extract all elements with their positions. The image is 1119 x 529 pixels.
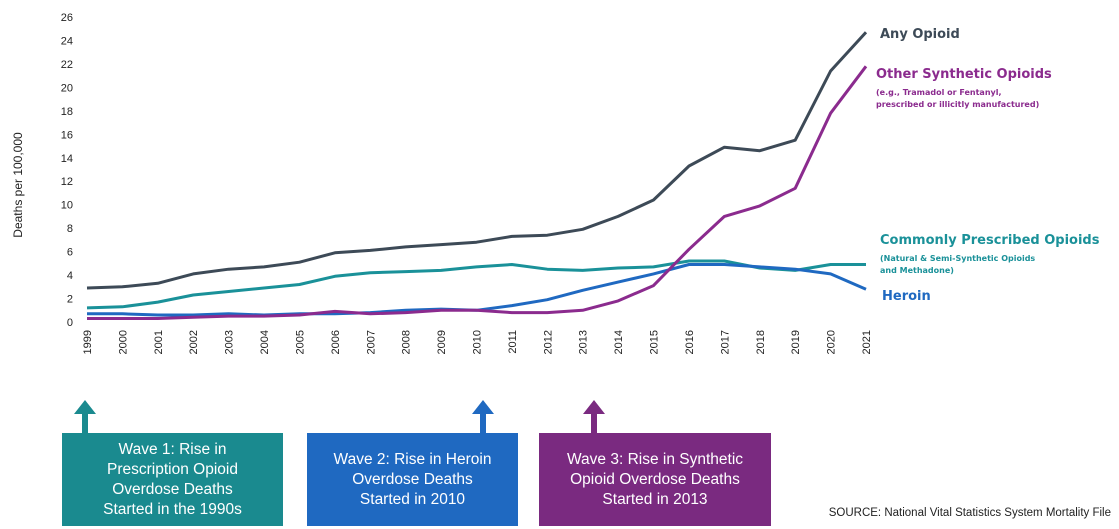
- y-axis-label: Deaths per 100,000: [11, 132, 25, 238]
- y-tick-label: 4: [67, 270, 73, 282]
- y-tick-label: 24: [61, 35, 73, 47]
- label-other-synthetic-sub2: prescribed or illicitly manufactured): [876, 100, 1039, 109]
- x-tick-label: 2001: [153, 330, 165, 354]
- series-line-commonly-prescribed-opioids: [86, 259, 866, 310]
- x-tick-label: 2008: [401, 330, 413, 354]
- y-tick-label: 2: [67, 294, 73, 306]
- x-tick-label: 2014: [613, 330, 625, 354]
- x-tick-label: 2021: [861, 330, 873, 354]
- wave1-box: Wave 1: Rise in Prescription Opioid Over…: [62, 433, 283, 526]
- x-tick-label: 2007: [365, 330, 377, 354]
- wave2-text: Wave 2: Rise in Heroin Overdose Deaths S…: [333, 450, 492, 508]
- wave1-text: Wave 1: Rise in Prescription Opioid Over…: [103, 440, 242, 518]
- series-line-other-synthetic-opioids: [87, 65, 868, 320]
- x-tick-label: 2002: [188, 330, 200, 354]
- label-commonly-prescribed-sub2: and Methadone): [880, 266, 954, 275]
- x-tick-label: 2017: [719, 330, 731, 354]
- label-other-synthetic-sub1: (e.g., Tramadol or Fentanyl,: [876, 88, 1002, 97]
- y-tick-label: 26: [61, 12, 73, 24]
- x-tick-label: 2010: [472, 330, 484, 354]
- y-tick-label: 22: [61, 59, 73, 71]
- label-commonly-prescribed-sub1: (Natural & Semi-Synthetic Opioids: [880, 254, 1035, 263]
- y-tick-label: 20: [61, 82, 73, 94]
- x-tick-label: 2012: [542, 330, 554, 354]
- x-tick-label: 2006: [330, 330, 342, 354]
- y-tick-label: 14: [61, 153, 73, 165]
- label-commonly-prescribed: Commonly Prescribed Opioids: [880, 233, 1100, 248]
- x-tick-label: 2009: [436, 330, 448, 354]
- source-note: SOURCE: National Vital Statistics System…: [828, 507, 1111, 519]
- y-tick-label: 12: [61, 176, 73, 188]
- y-tick-label: 6: [67, 247, 73, 259]
- y-tick-label: 10: [61, 200, 73, 212]
- y-tick-label: 16: [61, 129, 73, 141]
- wave3-text: Wave 3: Rise in Synthetic Opioid Overdos…: [566, 450, 744, 508]
- wave3-up-arrow-icon: [583, 400, 605, 436]
- wave1-up-arrow-icon: [74, 400, 96, 436]
- x-tick-label: 2016: [684, 330, 696, 354]
- wave2-up-arrow-icon: [472, 400, 494, 436]
- x-axis-ticks: 1999 2000 2001 2002 2003 2004 2005 2006 2007 2008…: [82, 330, 873, 354]
- label-other-synthetic: Other Synthetic Opioids: [876, 67, 1052, 82]
- y-tick-label: 8: [67, 223, 73, 235]
- series-lines: [86, 31, 868, 320]
- x-tick-label: 2018: [755, 330, 767, 354]
- x-tick-label: 1999: [82, 330, 94, 354]
- label-heroin: Heroin: [882, 289, 931, 304]
- x-tick-label: 2019: [790, 330, 802, 354]
- x-tick-label: 2011: [507, 330, 519, 354]
- series-line-any-opioid: [86, 31, 868, 290]
- x-tick-label: 2005: [294, 330, 306, 354]
- label-any-opioid: Any Opioid: [880, 27, 960, 42]
- y-tick-label: 0: [67, 317, 73, 329]
- x-tick-label: 2003: [224, 330, 236, 354]
- wave3-box: Wave 3: Rise in Synthetic Opioid Overdos…: [539, 433, 771, 526]
- x-tick-label: 2000: [117, 330, 129, 354]
- x-tick-label: 2004: [259, 330, 271, 354]
- x-tick-label: 2020: [826, 330, 838, 354]
- x-tick-label: 2013: [578, 330, 590, 354]
- y-tick-label: 18: [61, 106, 73, 118]
- x-tick-label: 2015: [649, 330, 661, 354]
- wave2-box: Wave 2: Rise in Heroin Overdose Deaths S…: [307, 433, 518, 526]
